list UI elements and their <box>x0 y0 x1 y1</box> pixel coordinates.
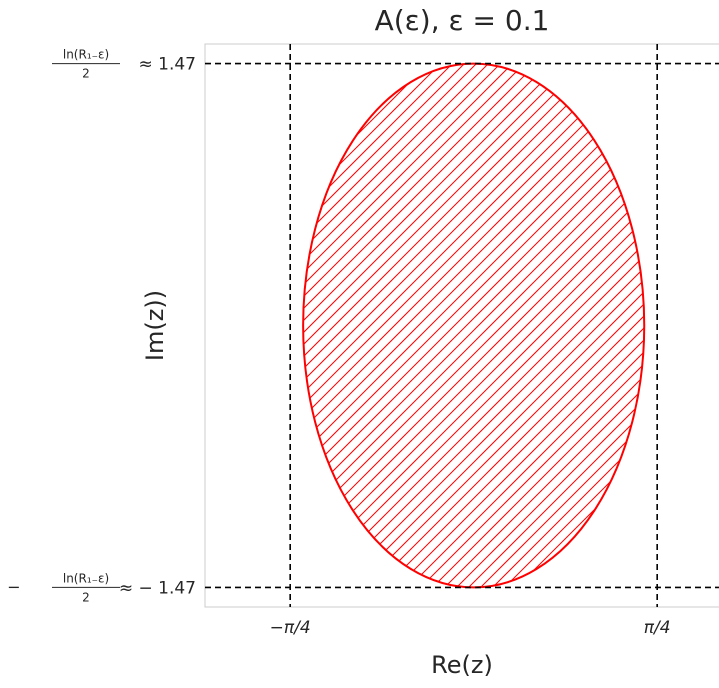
hatch-line <box>367 63 645 588</box>
y-tick-label: − ln(R₁₋ε) 2 ≈ − 1.47 <box>7 571 196 604</box>
reference-lines <box>205 44 719 607</box>
svg-text:≈ − 1.47: ≈ − 1.47 <box>119 578 196 598</box>
hatch-line <box>303 63 645 588</box>
svg-text:ln(R₁₋ε): ln(R₁₋ε) <box>63 48 109 62</box>
region-ellipse <box>302 62 646 589</box>
hatch-line <box>303 63 637 588</box>
svg-text:≈ 1.47: ≈ 1.47 <box>139 55 197 75</box>
hatch-line <box>303 63 645 588</box>
hatch-line <box>303 63 645 588</box>
svg-text:−: − <box>7 577 20 596</box>
hatch-line <box>303 63 645 588</box>
hatch-line <box>303 63 553 588</box>
hatch-line <box>303 63 529 588</box>
chart-title: A(ε), ε = 0.1 <box>375 4 550 37</box>
hatch-line <box>303 63 645 588</box>
hatch-line <box>303 63 505 588</box>
hatch-line <box>303 63 493 588</box>
x-tick-labels: −π/4 π/4 <box>270 618 671 638</box>
hatch-line <box>303 63 645 588</box>
hatch-line <box>355 63 645 588</box>
y-axis-label: Im(z)) <box>141 290 169 361</box>
hatch-line <box>303 63 645 588</box>
svg-text:ln(R₁₋ε): ln(R₁₋ε) <box>63 571 109 585</box>
svg-text:2: 2 <box>82 67 90 81</box>
x-tick-label: −π/4 <box>270 618 311 638</box>
hatch-line <box>303 63 645 588</box>
hatch-line <box>303 63 565 588</box>
hatch-line <box>303 63 517 588</box>
hatch-line <box>303 63 645 588</box>
hatch-line <box>303 63 613 588</box>
hatch-line <box>331 63 645 588</box>
hatch-line <box>303 63 645 588</box>
hatch-line <box>303 63 645 588</box>
hatch-line <box>303 63 625 588</box>
hatch-line <box>303 63 577 588</box>
x-axis-label: Re(z) <box>431 651 493 679</box>
svg-text:2: 2 <box>82 590 90 604</box>
y-tick-labels: ln(R₁₋ε) 2 ≈ 1.47 − ln(R₁₋ε) 2 ≈ − 1.47 <box>7 48 196 605</box>
x-tick-label: π/4 <box>644 618 671 638</box>
hatch-line <box>303 63 645 588</box>
hatch-line <box>379 63 645 588</box>
y-tick-label: ln(R₁₋ε) 2 ≈ 1.47 <box>52 48 196 81</box>
hatch-line <box>303 63 541 588</box>
hatch-line <box>303 63 645 588</box>
hatch-line <box>303 63 645 588</box>
hatch-line <box>303 63 589 588</box>
hatch-line <box>343 63 645 588</box>
hatch-line <box>303 63 601 588</box>
